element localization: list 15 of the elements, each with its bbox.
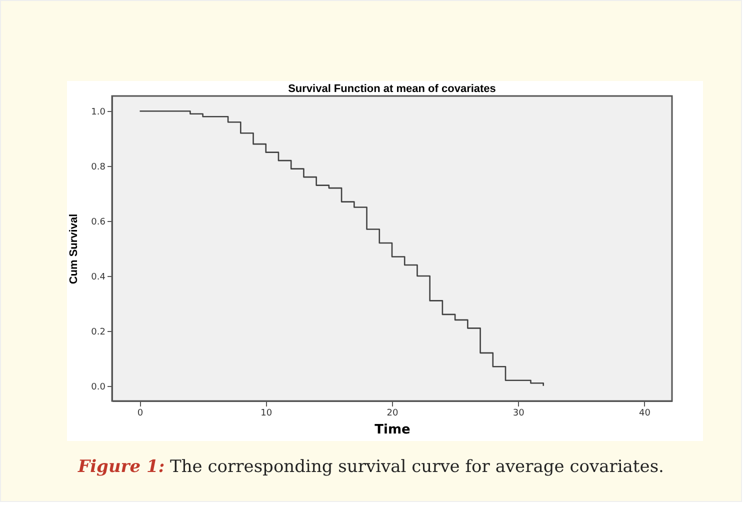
x-tick-label: 20 bbox=[386, 408, 398, 418]
x-tick-label: 0 bbox=[137, 408, 144, 418]
caption: Figure 1: The corresponding survival curve for average covariates. bbox=[76, 457, 665, 477]
y-tick-label: 1.0 bbox=[91, 108, 106, 118]
y-tick-label: 0.8 bbox=[91, 162, 106, 173]
y-tick-label: 0.4 bbox=[91, 272, 106, 282]
y-tick-label: 0.0 bbox=[91, 382, 106, 392]
y-axis-title: Cum Survival bbox=[68, 214, 80, 284]
y-tick-label: 0.6 bbox=[91, 218, 106, 228]
x-tick-label: 40 bbox=[639, 408, 651, 418]
y-tick-label: 0.2 bbox=[91, 327, 106, 338]
x-tick-label: 30 bbox=[512, 408, 525, 418]
chart-title: Survival Function at mean of covariates bbox=[288, 83, 496, 95]
x-axis-title: Time bbox=[374, 422, 411, 438]
x-tick-label: 10 bbox=[260, 408, 272, 418]
